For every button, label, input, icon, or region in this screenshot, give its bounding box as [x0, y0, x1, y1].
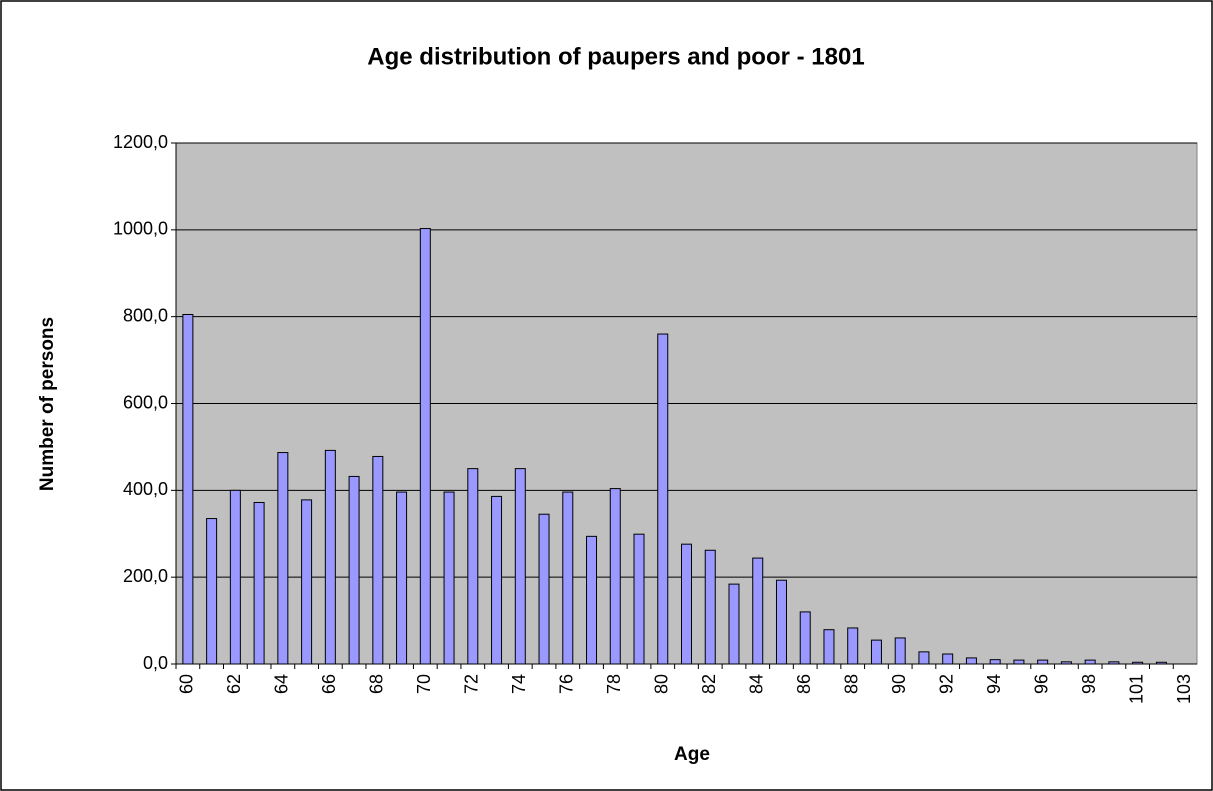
x-tick-label: 82: [699, 674, 719, 694]
bar: [1132, 661, 1144, 665]
chart-title: Age distribution of paupers and poor - 1…: [367, 43, 864, 70]
bar: [324, 449, 336, 665]
bar: [775, 579, 787, 665]
y-tick-label: 1200,0: [113, 132, 168, 152]
bar: [1060, 661, 1072, 665]
bar: [1037, 659, 1049, 665]
y-tick-label: 200,0: [123, 566, 168, 586]
bar: [562, 491, 574, 665]
y-tick-label: 800,0: [123, 305, 168, 325]
bar: [229, 489, 241, 665]
bar: [253, 501, 265, 665]
bar: [1108, 661, 1120, 665]
x-tick-label: 86: [794, 674, 814, 694]
y-tick-label: 1000,0: [113, 219, 168, 239]
x-tick-label: 98: [1079, 674, 1099, 694]
x-tick-label: 94: [984, 674, 1004, 694]
bar: [894, 637, 906, 665]
x-tick-label: 60: [177, 674, 197, 694]
x-tick-label: 88: [841, 674, 861, 694]
bar: [538, 513, 550, 665]
y-tick-label: 600,0: [123, 392, 168, 412]
x-tick-label: 101: [1126, 674, 1146, 704]
bar: [1013, 659, 1025, 665]
bar: [419, 228, 431, 665]
bar: [752, 557, 764, 665]
bar: [443, 491, 455, 665]
bar: [728, 583, 740, 665]
x-tick-label: 103: [1174, 674, 1194, 704]
bar: [870, 639, 882, 665]
bar: [918, 651, 930, 665]
x-tick-label: 92: [936, 674, 956, 694]
bar: [396, 491, 408, 665]
y-axis-title: Number of persons: [37, 317, 58, 491]
x-tick-label: 90: [889, 674, 909, 694]
x-tick-label: 78: [604, 674, 624, 694]
x-tick-label: 80: [652, 674, 672, 694]
x-tick-label: 84: [746, 674, 766, 694]
bar: [182, 313, 194, 665]
bar: [491, 495, 503, 665]
bar: [586, 535, 598, 665]
x-tick-label: 64: [272, 674, 292, 694]
bar: [681, 543, 692, 665]
x-tick-label: 74: [509, 674, 529, 694]
bar: [467, 468, 479, 665]
bar: [1155, 661, 1167, 665]
bar: [1084, 659, 1096, 665]
bar: [514, 468, 526, 665]
bar: [609, 488, 621, 665]
bar: [633, 533, 645, 665]
y-tick-label: 0,0: [143, 653, 168, 673]
bar: [372, 455, 384, 665]
bar: [277, 452, 289, 665]
y-tick-label: 400,0: [123, 479, 168, 499]
bar: [989, 659, 1001, 665]
x-tick-label: 62: [224, 674, 244, 694]
bar: [301, 499, 313, 665]
bar: [657, 333, 669, 665]
bar: [348, 475, 360, 665]
bar: [704, 549, 716, 665]
x-tick-label: 96: [1031, 674, 1051, 694]
x-tick-label: 70: [414, 674, 434, 694]
x-tick-label: 66: [319, 674, 339, 694]
bar: [206, 518, 218, 665]
x-tick-label: 68: [367, 674, 387, 694]
bar: [799, 611, 811, 665]
x-tick-label: 72: [462, 674, 482, 694]
x-tick-label: 76: [557, 674, 577, 694]
bar: [847, 627, 859, 665]
bar: [823, 629, 835, 665]
x-axis-title: Age: [674, 744, 710, 765]
bar: [942, 653, 954, 665]
bar: [965, 657, 977, 665]
